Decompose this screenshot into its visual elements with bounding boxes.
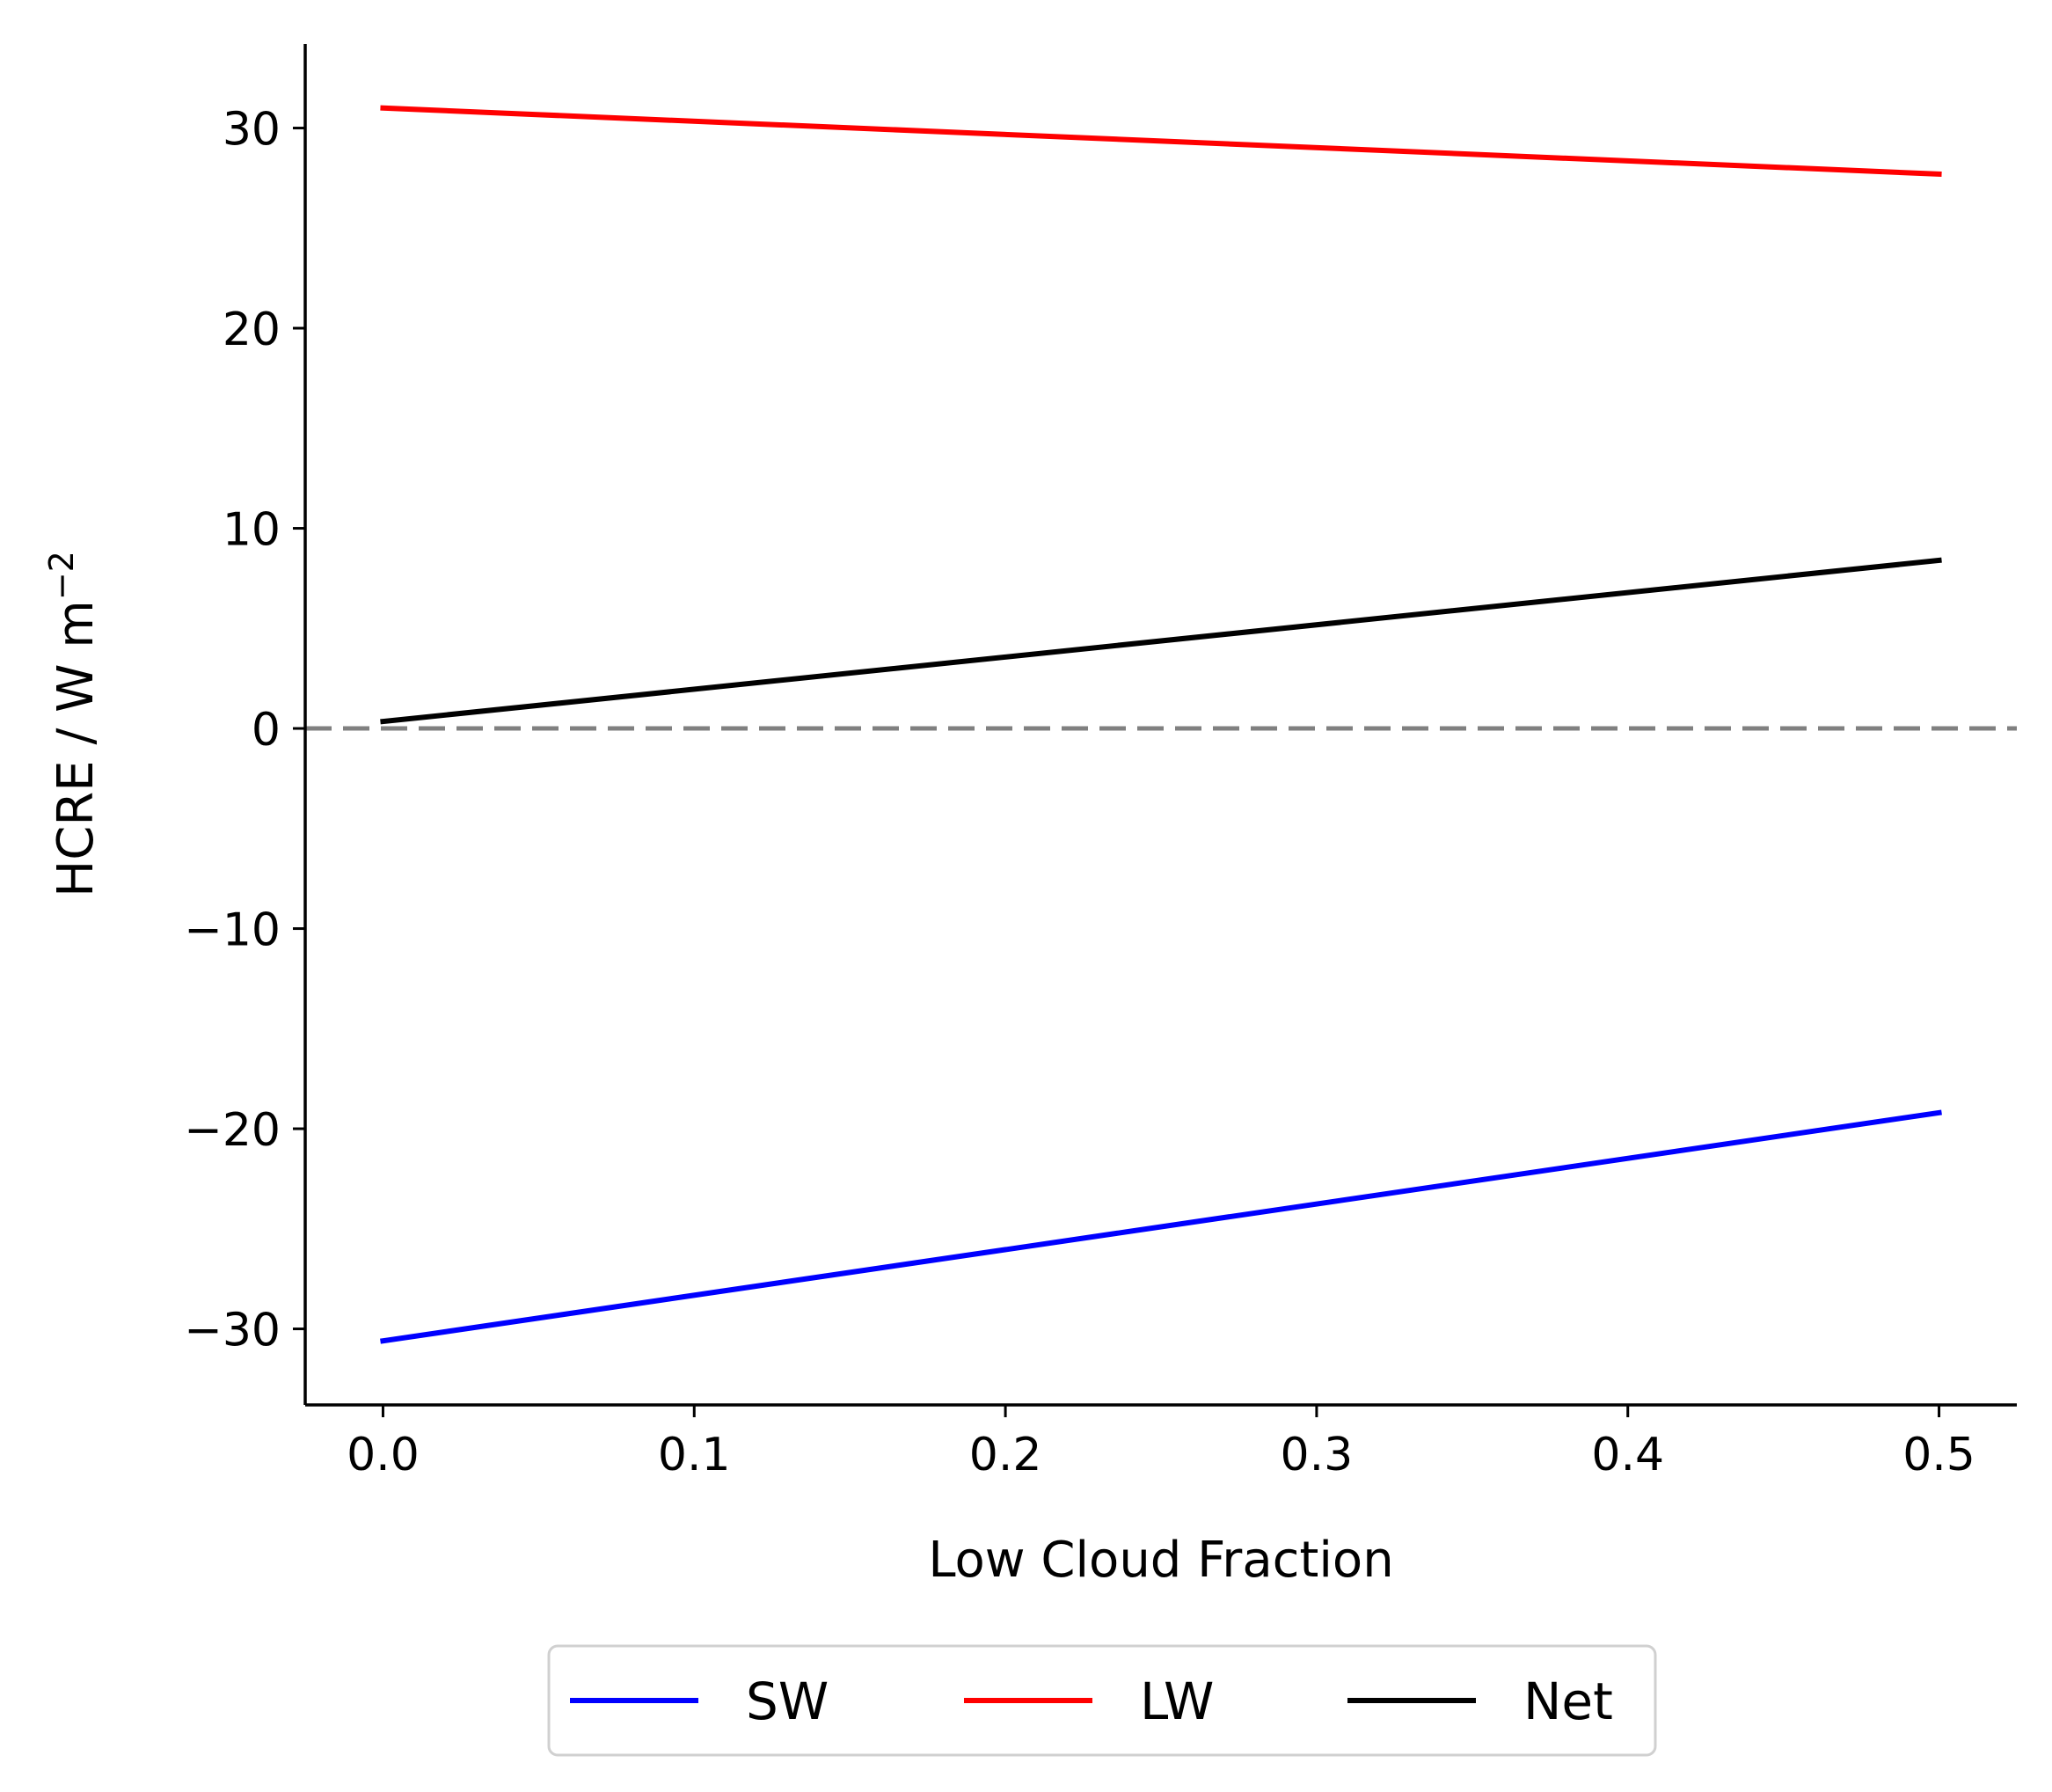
x-tick-label: 0.2 [969, 1429, 1042, 1481]
y-tick-label: 20 [223, 304, 281, 356]
y-axis-label-main: HCRE / W m [47, 600, 105, 897]
legend-frame [547, 1644, 1657, 1757]
series-line-sw [380, 1109, 1942, 1344]
x-tick-label: 0.1 [658, 1429, 731, 1481]
series-layer [380, 105, 1942, 1344]
x-tick-label: 0.0 [347, 1429, 420, 1481]
ticks: 0.0 0.1 0.2 0.3 0.4 0.5 −30 −20 −10 0 10 20 30 [184, 104, 1975, 1481]
y-tick-label: 0 [252, 704, 281, 757]
legend: SW LW Net [547, 1644, 1657, 1757]
axes [303, 44, 2017, 1407]
legend-label-net: Net [1523, 1671, 1613, 1731]
y-tick-label: −20 [184, 1104, 281, 1157]
y-tick-label: −10 [184, 904, 281, 957]
y-tick-label: −30 [184, 1305, 281, 1357]
x-tick-label: 0.5 [1902, 1429, 1975, 1481]
y-axis-label: HCRE / W m−2 [42, 551, 105, 897]
y-axis-label-superscript: −2 [42, 551, 81, 600]
y-tick-label: 10 [223, 504, 281, 557]
series-line-net [380, 557, 1942, 725]
x-tick-label: 0.3 [1281, 1429, 1354, 1481]
x-axis-label: Low Cloud Fraction [928, 1532, 1393, 1589]
series-line-lw [380, 105, 1942, 177]
legend-label-sw: SW [746, 1671, 829, 1731]
x-tick-label: 0.4 [1591, 1429, 1664, 1481]
y-tick-label: 30 [223, 104, 281, 157]
legend-label-lw: LW [1140, 1671, 1214, 1731]
